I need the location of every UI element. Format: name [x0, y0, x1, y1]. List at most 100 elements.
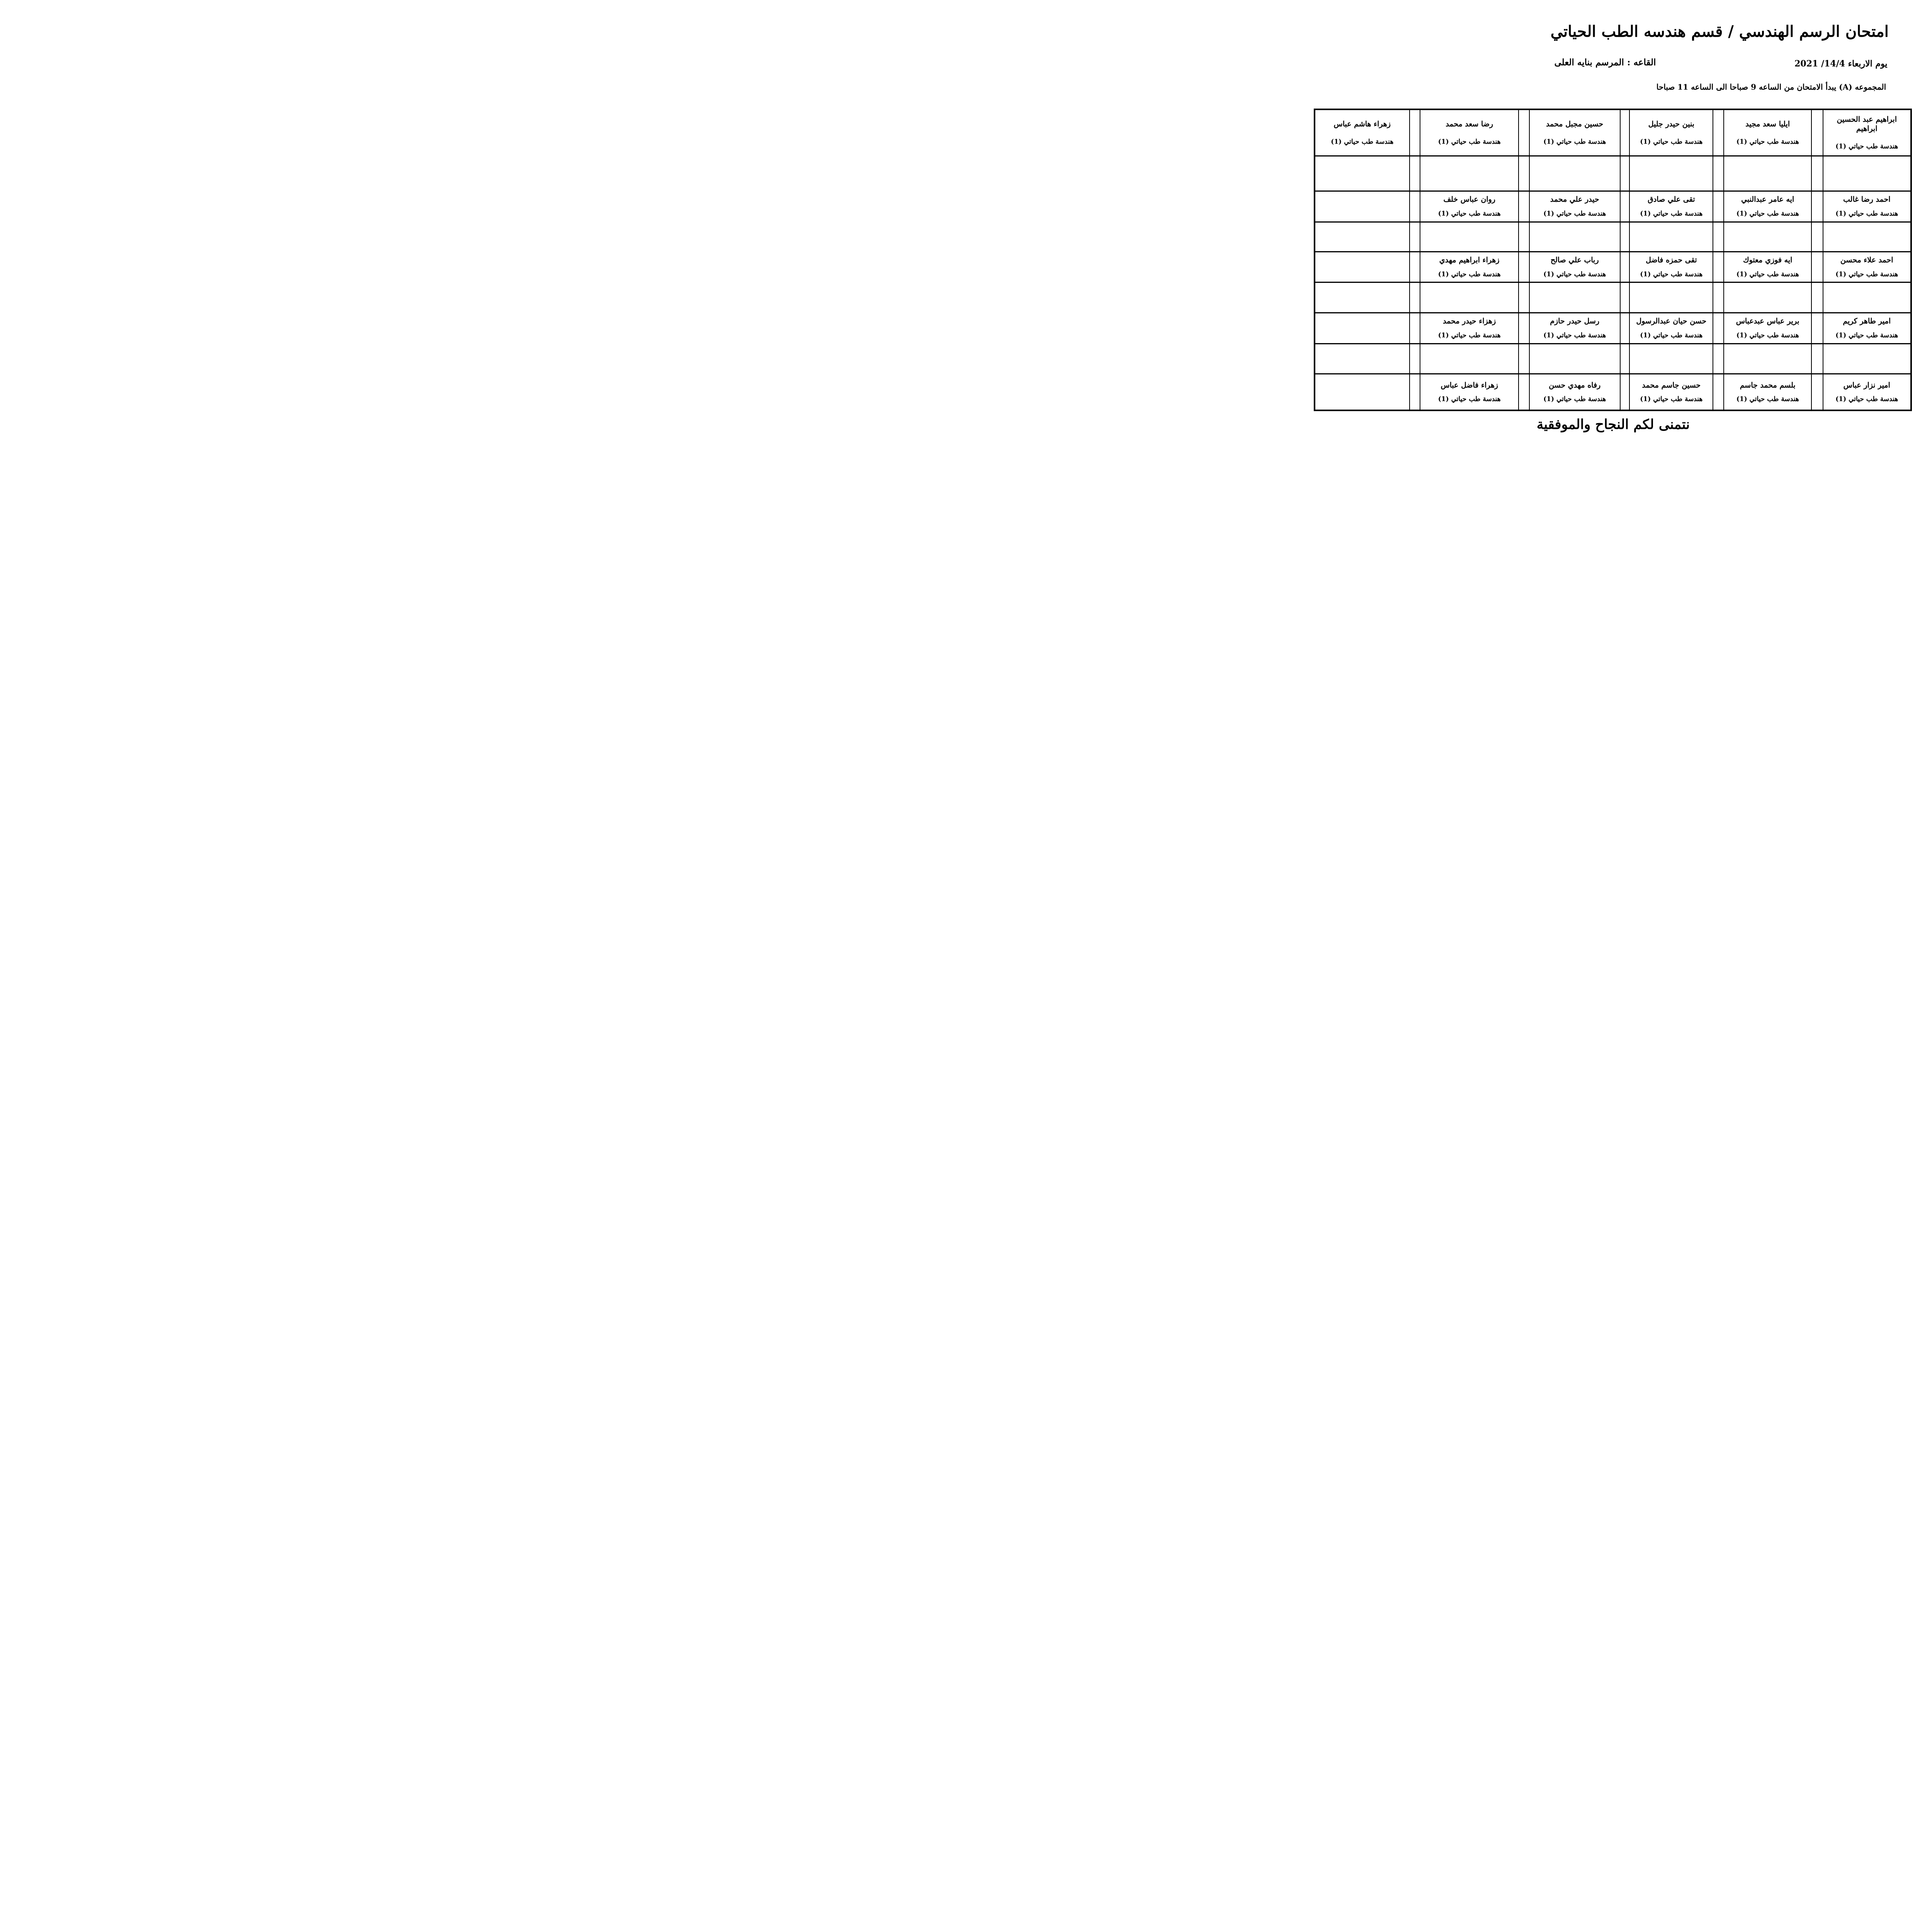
empty-cell — [1420, 343, 1519, 374]
spacer-cell — [1811, 373, 1823, 411]
spacer-cell — [1518, 373, 1530, 411]
spacer-cell — [1409, 373, 1421, 411]
student-name: زهراء فاضل عباس — [1440, 381, 1498, 389]
spacer-cell — [1619, 155, 1630, 192]
spacer-cell — [1713, 155, 1725, 192]
spacer-cell — [1713, 109, 1725, 156]
exam-seating-page: امتحان الرسم الهندسي / قسم هندسه الطب ال… — [1294, 0, 1932, 493]
spacer-cell — [1811, 251, 1823, 283]
student-cell: رضا سعد محمد هندسة طب حياتي (1) — [1420, 109, 1519, 156]
student-cell: امير نزار عباس هندسة طب حياتي (1) — [1822, 373, 1912, 411]
table-row: امير طاهر كريم هندسة طب حياتي (1) برير ع… — [1314, 312, 1912, 344]
empty-cell — [1314, 373, 1410, 411]
spacer-cell — [1518, 281, 1530, 313]
exam-group-time: المجموعه (A) يبدأ الامتحان من الساعه 9 ص… — [1656, 82, 1886, 92]
table-row: احمد رضا غالب هندسة طب حياتي (1) ايه عام… — [1314, 190, 1912, 223]
student-cell: تقى حمزه فاضل هندسة طب حياتي (1) — [1629, 251, 1714, 283]
spacer-cell — [1518, 155, 1530, 192]
student-name: رباب علي صالح — [1550, 255, 1599, 264]
empty-cell — [1629, 155, 1714, 192]
student-cell: ايه عامر عبدالنبي هندسة طب حياتي (1) — [1723, 190, 1812, 223]
empty-cell — [1420, 155, 1519, 192]
empty-cell — [1314, 251, 1410, 283]
student-cell: برير عباس عبدعباس هندسة طب حياتي (1) — [1723, 312, 1812, 344]
student-name: بنين حيدر جليل — [1648, 120, 1694, 129]
student-name: امير نزار عباس — [1843, 381, 1890, 389]
empty-cell — [1723, 155, 1812, 192]
course-name: هندسة طب حياتي (1) — [1736, 270, 1799, 278]
good-luck-message: نتمنى لكم النجاح والموفقية — [1536, 417, 1690, 432]
student-name: ايليا سعد مجيد — [1745, 120, 1790, 129]
student-cell: حسن حيان عبدالرسول هندسة طب حياتي (1) — [1629, 312, 1714, 344]
student-cell: احمد علاء محسن هندسة طب حياتي (1) — [1822, 251, 1912, 283]
empty-cell — [1314, 155, 1410, 192]
spacer-cell — [1811, 190, 1823, 223]
student-name: حسن حيان عبدالرسول — [1636, 317, 1707, 326]
empty-cell — [1420, 221, 1519, 252]
spacer-cell — [1713, 251, 1725, 283]
student-name: بلسم محمد جاسم — [1740, 381, 1796, 389]
student-name: زهزاء حيدر محمد — [1443, 317, 1496, 326]
empty-cell — [1822, 343, 1912, 374]
table-row — [1314, 221, 1912, 252]
empty-cell — [1529, 155, 1621, 192]
course-name: هندسة طب حياتي (1) — [1835, 142, 1898, 150]
course-name: هندسة طب حياتي (1) — [1640, 395, 1703, 403]
spacer-cell — [1713, 312, 1725, 344]
spacer-cell — [1811, 109, 1823, 156]
course-name: هندسة طب حياتي (1) — [1438, 270, 1501, 278]
student-name: رسل حيدر حازم — [1550, 317, 1600, 326]
student-cell: روان عباس خلف هندسة طب حياتي (1) — [1420, 190, 1519, 223]
student-cell: رباب علي صالح هندسة طب حياتي (1) — [1529, 251, 1621, 283]
student-name: احمد علاء محسن — [1840, 255, 1893, 264]
spacer-cell — [1713, 343, 1725, 374]
spacer-cell — [1409, 343, 1421, 374]
page-title: امتحان الرسم الهندسي / قسم هندسه الطب ال… — [1550, 22, 1889, 41]
empty-cell — [1314, 190, 1410, 223]
empty-cell — [1822, 155, 1912, 192]
empty-cell — [1420, 281, 1519, 313]
spacer-cell — [1619, 312, 1630, 344]
empty-cell — [1822, 221, 1912, 252]
spacer-cell — [1713, 373, 1725, 411]
seating-table: ابراهيم عبد الحسين ابراهيم هندسة طب حيات… — [1314, 109, 1912, 411]
spacer-cell — [1619, 281, 1630, 313]
student-name: ايه فوزي معتوك — [1743, 255, 1793, 264]
spacer-cell — [1409, 109, 1421, 156]
student-name: امير طاهر كريم — [1843, 317, 1891, 326]
empty-cell — [1529, 343, 1621, 374]
student-cell: بلسم محمد جاسم هندسة طب حياتي (1) — [1723, 373, 1812, 411]
student-cell: ايه فوزي معتوك هندسة طب حياتي (1) — [1723, 251, 1812, 283]
course-name: هندسة طب حياتي (1) — [1438, 395, 1501, 403]
empty-cell — [1822, 281, 1912, 313]
spacer-cell — [1713, 281, 1725, 313]
student-cell: امير طاهر كريم هندسة طب حياتي (1) — [1822, 312, 1912, 344]
table-row — [1314, 281, 1912, 313]
course-name: هندسة طب حياتي (1) — [1438, 138, 1501, 146]
student-cell: زهراء فاضل عباس هندسة طب حياتي (1) — [1420, 373, 1519, 411]
student-name: تقى حمزه فاضل — [1646, 255, 1697, 264]
course-name: هندسة طب حياتي (1) — [1543, 210, 1606, 218]
course-name: هندسة طب حياتي (1) — [1543, 270, 1606, 278]
student-cell: حسين جاسم محمد هندسة طب حياتي (1) — [1629, 373, 1714, 411]
empty-cell — [1529, 281, 1621, 313]
exam-hall: القاعه : المرسم بنايه العلى — [1554, 57, 1656, 68]
course-name: هندسة طب حياتي (1) — [1543, 332, 1606, 340]
student-cell: ابراهيم عبد الحسين ابراهيم هندسة طب حيات… — [1822, 109, 1912, 156]
spacer-cell — [1713, 221, 1725, 252]
spacer-cell — [1619, 190, 1630, 223]
student-name: رفاه مهدي حسن — [1549, 381, 1601, 389]
table-row: ابراهيم عبد الحسين ابراهيم هندسة طب حيات… — [1314, 109, 1912, 156]
course-name: هندسة طب حياتي (1) — [1835, 270, 1898, 278]
course-name: هندسة طب حياتي (1) — [1640, 138, 1703, 146]
spacer-cell — [1409, 221, 1421, 252]
spacer-cell — [1409, 190, 1421, 223]
spacer-cell — [1619, 373, 1630, 411]
student-name: حيدر علي محمد — [1550, 195, 1599, 204]
table-row — [1314, 343, 1912, 374]
student-cell: حسين مجبل محمد هندسة طب حياتي (1) — [1529, 109, 1621, 156]
student-name: رضا سعد محمد — [1446, 120, 1493, 129]
student-name: برير عباس عبدعباس — [1736, 317, 1799, 326]
empty-cell — [1314, 343, 1410, 374]
course-name: هندسة طب حياتي (1) — [1543, 138, 1606, 146]
